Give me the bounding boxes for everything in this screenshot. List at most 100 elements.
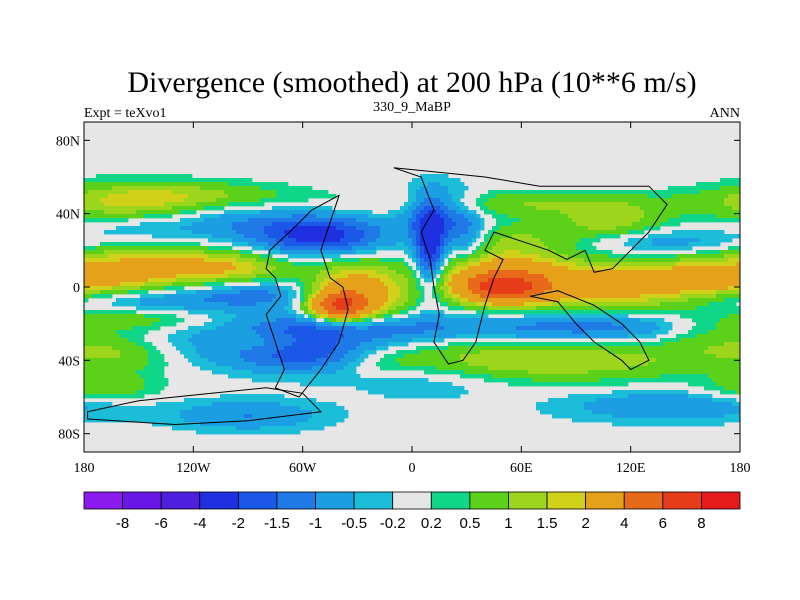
field-cell (592, 274, 597, 279)
field-cell (152, 182, 157, 187)
field-cell (128, 254, 133, 259)
field-cell (196, 194, 201, 199)
field-cell (368, 234, 373, 239)
field-cell (688, 262, 693, 267)
field-cell (388, 294, 393, 299)
field-cell (92, 290, 97, 295)
field-cell (528, 306, 533, 311)
field-cell (244, 226, 249, 231)
field-cell (580, 262, 585, 267)
field-cell (684, 258, 689, 263)
field-cell (356, 226, 361, 231)
field-cell (368, 302, 373, 307)
field-cell (604, 210, 609, 215)
field-cell (324, 190, 329, 195)
field-cell (132, 278, 137, 283)
field-cell (144, 270, 149, 275)
field-cell (340, 282, 345, 287)
field-cell (508, 290, 513, 295)
field-cell (160, 174, 165, 179)
field-cell (544, 302, 549, 307)
field-cell (440, 178, 445, 183)
field-cell (348, 246, 353, 251)
field-cell (544, 210, 549, 215)
field-cell (584, 270, 589, 275)
field-cell (572, 282, 577, 287)
field-cell (256, 198, 261, 203)
field-cell (304, 194, 309, 199)
field-cell (84, 214, 89, 219)
field-cell (272, 294, 277, 299)
field-cell (136, 174, 141, 179)
field-cell (204, 214, 209, 219)
field-cell (592, 246, 597, 251)
field-cell (224, 202, 229, 207)
field-cell (436, 262, 441, 267)
field-cell (380, 306, 385, 311)
field-cell (580, 226, 585, 231)
field-cell (364, 226, 369, 231)
field-cell (332, 274, 337, 279)
field-cell (392, 234, 397, 239)
field-cell (140, 178, 145, 183)
field-cell (640, 278, 645, 283)
field-cell (732, 314, 737, 319)
field-cell (716, 286, 721, 291)
field-cell (448, 250, 453, 255)
field-cell (224, 194, 229, 199)
field-cell (316, 294, 321, 299)
field-cell (432, 218, 437, 223)
field-cell (556, 190, 561, 195)
field-cell (652, 242, 657, 247)
field-cell (224, 278, 229, 283)
field-cell (540, 306, 545, 311)
field-cell (152, 210, 157, 215)
field-cell (488, 254, 493, 259)
field-cell (512, 246, 517, 251)
field-cell (524, 318, 529, 323)
field-cell (576, 250, 581, 255)
field-cell (432, 174, 437, 179)
field-cell (144, 178, 149, 183)
field-cell (608, 278, 613, 283)
field-cell (212, 262, 217, 267)
field-cell (316, 314, 321, 319)
field-cell (108, 206, 113, 211)
field-cell (240, 198, 245, 203)
field-cell (452, 270, 457, 275)
field-cell (632, 278, 637, 283)
field-cell (408, 246, 413, 251)
field-cell (96, 198, 101, 203)
field-cell (260, 238, 265, 243)
field-cell (676, 286, 681, 291)
field-cell (448, 186, 453, 191)
field-cell (668, 278, 673, 283)
field-cell (152, 202, 157, 207)
field-cell (356, 222, 361, 227)
field-cell (136, 270, 141, 275)
field-cell (128, 182, 133, 187)
field-cell (520, 254, 525, 259)
field-cell (356, 294, 361, 299)
field-cell (284, 190, 289, 195)
field-cell (604, 298, 609, 303)
field-cell (648, 302, 653, 307)
field-cell (636, 306, 641, 311)
field-cell (596, 294, 601, 299)
field-cell (220, 190, 225, 195)
field-cell (348, 302, 353, 307)
field-cell (436, 290, 441, 295)
field-cell (600, 286, 605, 291)
field-cell (256, 254, 261, 259)
field-cell (96, 314, 101, 319)
field-cell (192, 198, 197, 203)
field-cell (336, 302, 341, 307)
field-cell (484, 210, 489, 215)
field-cell (192, 182, 197, 187)
field-cell (220, 226, 225, 231)
field-cell (472, 254, 477, 259)
field-cell (108, 258, 113, 263)
field-cell (136, 198, 141, 203)
field-cell (460, 246, 465, 251)
field-cell (288, 238, 293, 243)
